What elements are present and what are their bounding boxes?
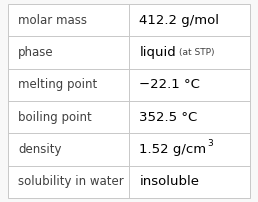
Text: 3: 3 <box>208 139 213 148</box>
Bar <box>8 69 129 101</box>
Text: melting point: melting point <box>18 78 97 91</box>
Text: liquid: liquid <box>139 46 176 59</box>
Text: phase: phase <box>18 46 54 59</box>
Text: boiling point: boiling point <box>18 111 92 124</box>
Bar <box>8 101 129 133</box>
Bar <box>129 166 250 198</box>
Bar <box>8 166 129 198</box>
Text: −22.1 °C: −22.1 °C <box>139 78 200 91</box>
Bar <box>129 69 250 101</box>
Text: (at STP): (at STP) <box>179 48 215 57</box>
Bar <box>8 36 129 69</box>
Text: 1.52 g/cm: 1.52 g/cm <box>139 143 206 156</box>
Bar <box>129 36 250 69</box>
Text: solubility in water: solubility in water <box>18 175 124 188</box>
Text: 412.2 g/mol: 412.2 g/mol <box>139 14 219 27</box>
Bar <box>8 4 129 36</box>
Bar <box>129 101 250 133</box>
Bar <box>8 133 129 166</box>
Text: 352.5 °C: 352.5 °C <box>139 111 198 124</box>
Text: molar mass: molar mass <box>18 14 87 27</box>
Text: insoluble: insoluble <box>139 175 199 188</box>
Bar <box>129 133 250 166</box>
Text: density: density <box>18 143 62 156</box>
Bar <box>129 4 250 36</box>
